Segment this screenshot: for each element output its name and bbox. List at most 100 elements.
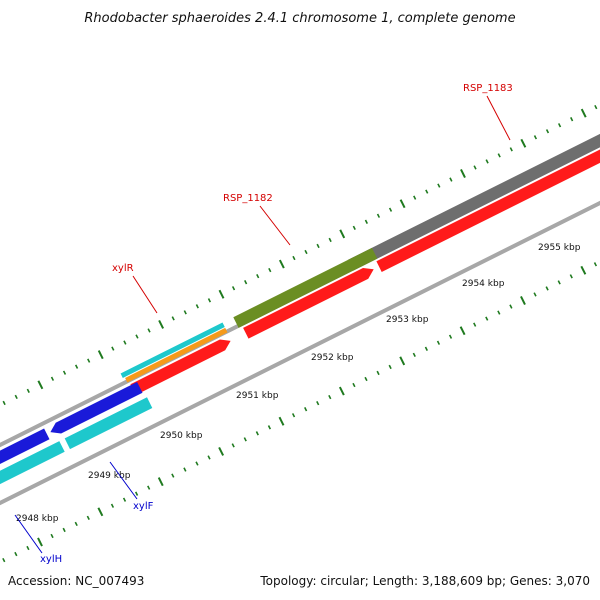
outer-tick <box>278 259 285 269</box>
outer-tick <box>497 153 501 158</box>
outer-tick <box>570 117 574 122</box>
outer-tick <box>545 129 550 134</box>
outer-tick <box>557 123 562 128</box>
gene-labels: RSP_1183 RSP_1182 xylR xylF xylH <box>14 83 513 565</box>
inner-tick <box>497 310 501 315</box>
inner-tick <box>291 413 296 418</box>
inner-tick <box>147 485 151 490</box>
outer-tick <box>376 213 381 218</box>
inner-tick <box>436 340 441 345</box>
inner-tick <box>183 467 187 472</box>
outer-tick <box>207 298 212 303</box>
outer-tick <box>437 183 441 188</box>
gene-xylr <box>130 339 231 395</box>
outer-tick <box>520 138 527 148</box>
label-xylf: xylF <box>133 501 154 512</box>
gene-xylh-cyan <box>0 441 65 485</box>
outer-tick <box>304 249 308 255</box>
outer-tick <box>413 195 417 200</box>
inner-tick <box>520 296 526 305</box>
outer-tick <box>268 267 272 273</box>
inner-tick <box>50 533 54 539</box>
inner-tick <box>473 322 477 327</box>
outer-tick <box>533 135 538 140</box>
inner-tick <box>448 334 453 339</box>
outer-tick <box>171 316 175 321</box>
outer-tick <box>62 370 67 375</box>
scale-label: 2950 kbp <box>160 431 203 441</box>
outer-tick <box>14 394 18 400</box>
gene-track <box>0 133 600 485</box>
label-rsp-1183-leader <box>486 95 511 141</box>
inner-tick <box>338 386 345 396</box>
inner-tick <box>122 497 127 502</box>
inner-tick <box>533 292 537 297</box>
map-title: Rhodobacter sphaeroides 2.4.1 chromosome… <box>84 11 515 26</box>
outer-tick <box>244 280 248 285</box>
outer-tick <box>328 237 332 243</box>
outer-tick <box>135 334 139 339</box>
label-rsp-1182: RSP_1182 <box>223 193 273 204</box>
inner-tick <box>37 537 43 547</box>
outer-tick <box>50 376 55 381</box>
inner-tick <box>195 461 199 466</box>
inner-tick <box>412 352 416 357</box>
inner-tick <box>509 304 513 309</box>
outer-tick <box>316 243 320 249</box>
inner-tick <box>316 400 320 406</box>
gene-rsp-1183 <box>347 133 600 271</box>
inner-tick <box>86 515 90 520</box>
inner-tick <box>557 280 561 285</box>
genome-summary-text: Topology: circular; Length: 3,188,609 bp… <box>260 574 590 588</box>
outer-tick <box>580 108 587 118</box>
inner-tick <box>352 382 356 388</box>
outer-tick <box>2 400 6 406</box>
outer-tick <box>97 350 104 360</box>
inner-tick <box>569 274 573 279</box>
outer-tick <box>256 273 260 279</box>
outer-tick-track <box>2 104 598 406</box>
gene-xylh-blue <box>0 428 50 465</box>
outer-tick <box>111 346 115 351</box>
inner-tick-track <box>2 262 598 563</box>
inner-tick <box>424 346 428 351</box>
scale-label: 2951 kbp <box>236 391 279 401</box>
label-rsp-1183: RSP_1183 <box>463 83 513 94</box>
inner-tick <box>243 437 247 442</box>
label-xylh: xylH <box>40 554 62 565</box>
gene-xylf-cyan <box>64 397 153 450</box>
accession-text: Accession: NC_007493 <box>8 574 145 588</box>
outer-tick <box>147 328 151 333</box>
inner-tick <box>62 527 66 533</box>
inner-tick <box>267 425 272 430</box>
inner-tick <box>14 551 18 557</box>
label-xylr-leader <box>132 275 158 314</box>
inner-tick <box>593 262 598 267</box>
gene-rsp-1183-red <box>376 149 600 272</box>
inner-tick <box>171 473 175 478</box>
gene-xylr-orange <box>125 327 228 383</box>
outer-tick <box>183 310 187 315</box>
outer-tick <box>231 286 236 291</box>
label-xylh-leader <box>14 514 43 554</box>
backbone-line <box>0 200 600 506</box>
inner-tick <box>207 455 211 460</box>
outer-tick <box>74 364 79 369</box>
gene-xylf-blue <box>50 382 143 434</box>
inner-tick <box>485 316 489 321</box>
outer-tick <box>292 255 296 261</box>
inner-tick <box>134 491 139 496</box>
gene-rsp-1182 <box>233 247 378 328</box>
outer-tick <box>425 189 429 194</box>
outer-tick <box>87 358 91 363</box>
outer-tick <box>485 159 489 164</box>
label-rsp-1182-leader <box>259 205 291 246</box>
gene-rsp-1182-red <box>243 268 374 339</box>
scale-label: 2953 kbp <box>386 315 429 325</box>
inner-tick <box>26 545 30 551</box>
inner-tick <box>376 370 380 376</box>
inner-tick <box>157 477 164 487</box>
scale-label: 2954 kbp <box>462 279 505 289</box>
outer-tick <box>352 225 356 230</box>
